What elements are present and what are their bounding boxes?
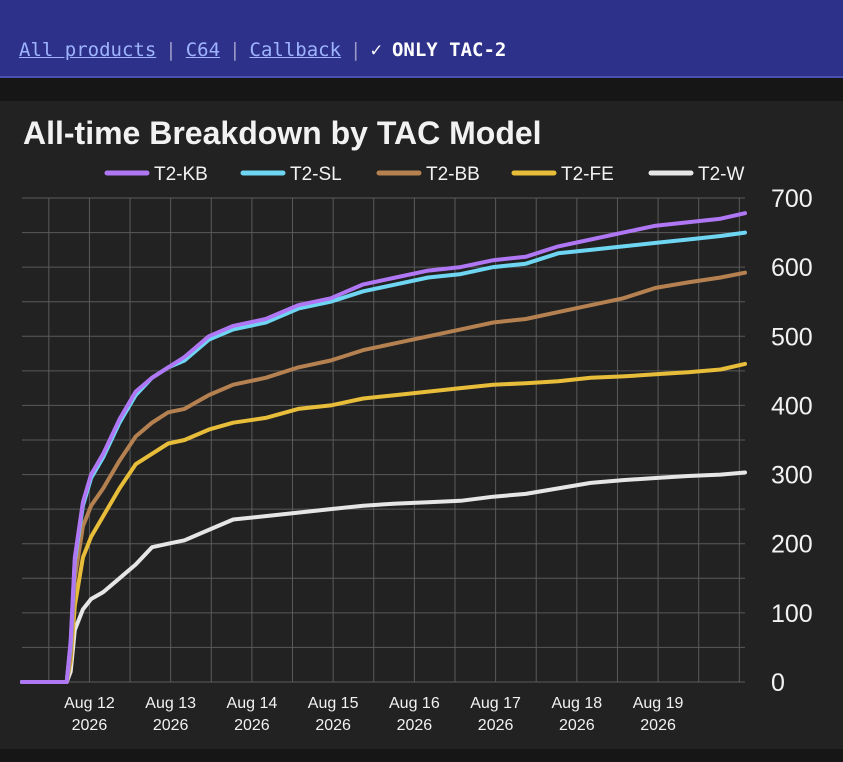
series-line-t2-fe <box>20 361 747 684</box>
nav-separator: | <box>165 39 177 61</box>
x-tick-label: Aug 14 <box>227 695 278 712</box>
x-tick-label: Aug 12 <box>64 695 115 712</box>
legend-label: T2-SL <box>290 164 342 185</box>
x-tick-label-year: 2026 <box>478 717 514 734</box>
x-tick-label-year: 2026 <box>234 717 270 734</box>
x-tick-label-year: 2026 <box>153 717 189 734</box>
x-tick-label-year: 2026 <box>72 717 108 734</box>
series-line-t2-w <box>20 470 747 684</box>
y-tick-label: 100 <box>771 600 813 628</box>
nav-separator: | <box>229 39 241 61</box>
x-tick-label: Aug 13 <box>145 695 196 712</box>
nav-separator: | <box>350 39 362 61</box>
breadcrumb: All products | C64 | Callback | ✓ ONLY T… <box>19 39 506 61</box>
nav-link-all-products[interactable]: All products <box>19 39 157 61</box>
y-tick-label: 500 <box>771 323 813 351</box>
y-tick-label: 700 <box>771 185 813 213</box>
x-tick-label-year: 2026 <box>559 717 595 734</box>
legend-label: T2-W <box>698 164 745 185</box>
y-tick-label: 400 <box>771 392 813 420</box>
x-tick-label: Aug 15 <box>308 695 359 712</box>
nav-current-filter: ONLY TAC-2 <box>391 39 507 61</box>
legend-label: T2-BB <box>426 164 480 185</box>
x-tick-label: Aug 16 <box>389 695 440 712</box>
chart-title: All-time Breakdown by TAC Model <box>23 115 542 151</box>
check-icon: ✓ <box>370 39 382 61</box>
x-tick-label: Aug 17 <box>470 695 521 712</box>
legend-label: T2-FE <box>561 164 614 185</box>
series-line-t2-kb <box>20 211 747 684</box>
y-tick-label: 200 <box>771 531 813 559</box>
nav-link-c64[interactable]: C64 <box>185 39 221 61</box>
top-nav-bar: All products | C64 | Callback | ✓ ONLY T… <box>0 0 843 78</box>
nav-link-callback[interactable]: Callback <box>249 39 342 61</box>
x-tick-label-year: 2026 <box>315 717 351 734</box>
x-tick-label: Aug 18 <box>551 695 602 712</box>
x-tick-label: Aug 19 <box>633 695 684 712</box>
chart-panel <box>0 101 843 749</box>
y-tick-label: 600 <box>771 254 813 282</box>
y-tick-label: 0 <box>771 669 785 697</box>
legend-label: T2-KB <box>154 164 208 185</box>
x-tick-label-year: 2026 <box>640 717 676 734</box>
x-tick-label-year: 2026 <box>397 717 433 734</box>
y-tick-label: 300 <box>771 462 813 490</box>
